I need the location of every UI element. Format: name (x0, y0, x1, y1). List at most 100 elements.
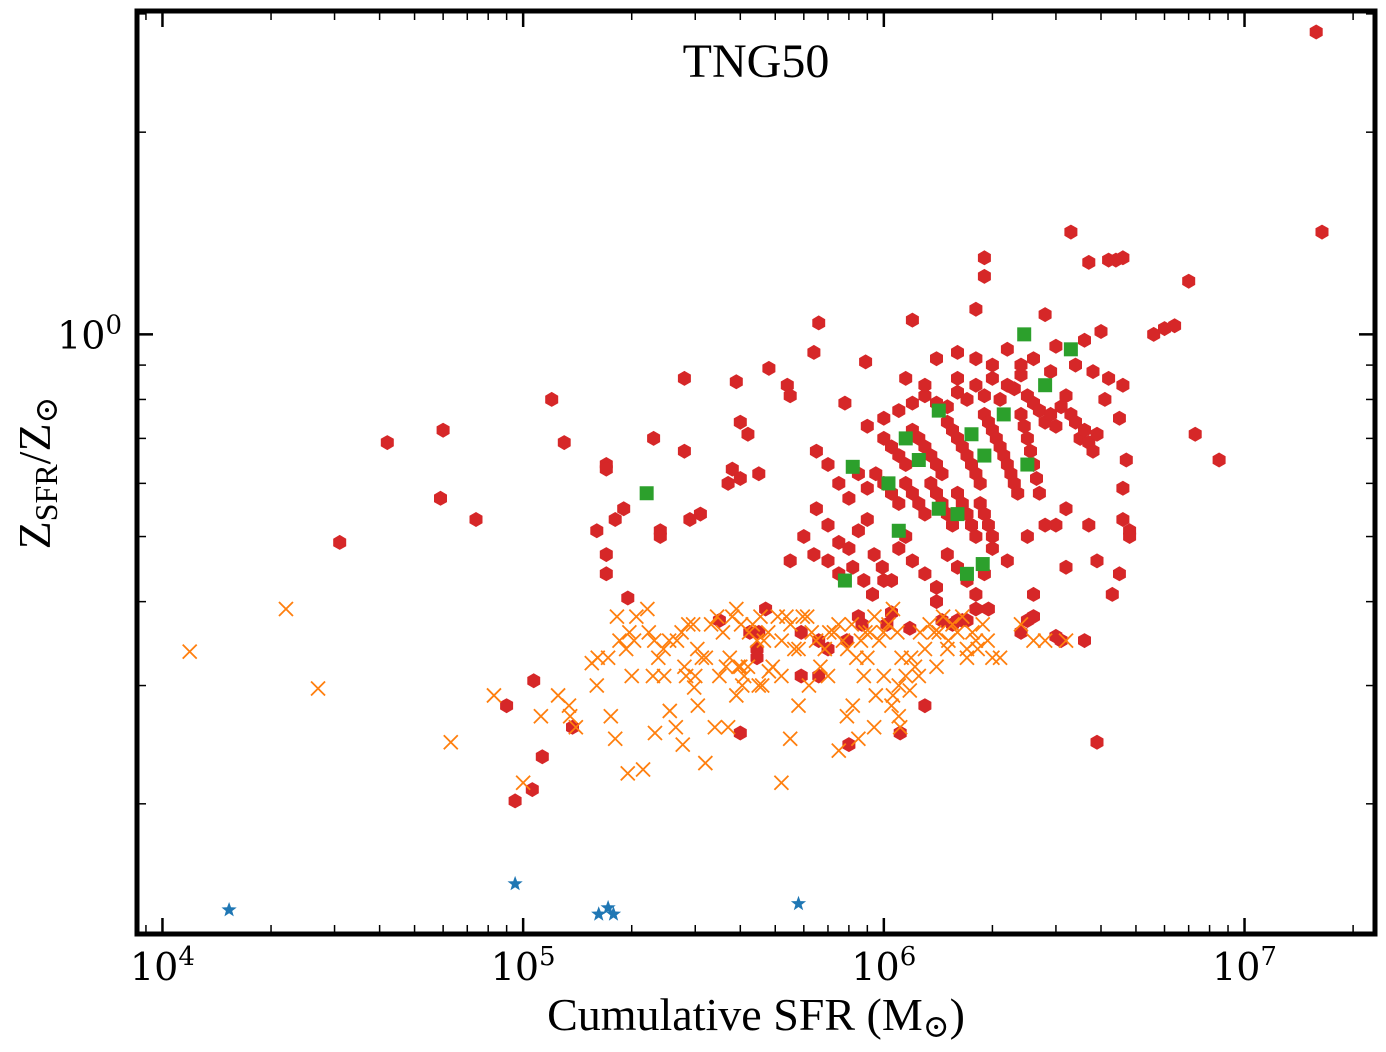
y-axis-label: ZSFR​/Z⊙​ (9, 397, 64, 550)
hexagon-point (621, 590, 635, 606)
x-point (875, 624, 892, 641)
hexagon-point (1059, 388, 1073, 404)
x-point (603, 708, 619, 724)
hexagon-point (973, 475, 987, 491)
x-point (690, 698, 706, 714)
x-point (830, 616, 847, 633)
x-point (885, 601, 901, 617)
x-point (949, 624, 966, 641)
hexagon-point (807, 547, 821, 563)
hexagon-point (842, 541, 856, 556)
x-tick-label: 105 (491, 942, 556, 989)
hexagon-point (832, 475, 846, 491)
x-point (799, 608, 815, 625)
hexagon-point (969, 529, 983, 544)
star-point (221, 902, 237, 917)
hexagon-point (1147, 326, 1161, 342)
hexagon-point (1113, 566, 1126, 582)
hexagon-point (1116, 250, 1130, 266)
x-point (443, 734, 459, 750)
hexagon-point (977, 250, 991, 266)
hexagon-point (741, 426, 755, 442)
x-point (734, 677, 750, 694)
hexagon-point (930, 579, 943, 595)
star-point (600, 899, 616, 915)
hexagon-point (859, 354, 873, 370)
x-point (911, 668, 927, 684)
hexagon-point (1315, 224, 1329, 240)
x-point (931, 624, 947, 641)
x-point (964, 624, 981, 641)
hexagon-point (985, 541, 999, 556)
hexagon-point (1049, 517, 1063, 533)
star-point (591, 906, 607, 921)
hexagon-point (866, 586, 879, 602)
hexagon-point (1014, 624, 1028, 640)
hexagon-point (599, 461, 613, 477)
x-point (817, 641, 833, 657)
x-point (182, 643, 198, 660)
hexagon-point (892, 541, 906, 556)
hexagon-point (930, 485, 943, 501)
x-point (685, 616, 701, 633)
x-point (778, 608, 795, 625)
hexagon-point (469, 512, 483, 527)
hexagon-point (1113, 410, 1126, 426)
hexagon-point (946, 517, 959, 533)
x-point (707, 719, 723, 735)
hexagon-point (1032, 403, 1046, 419)
hexagon-point (930, 351, 943, 367)
x-point (859, 650, 875, 666)
x-point (669, 632, 685, 649)
hexagon-point (892, 496, 906, 511)
hexagon-point (1014, 367, 1028, 383)
x-point (732, 659, 748, 675)
hexagon-point (969, 601, 983, 617)
hexagon-point (599, 566, 613, 582)
x-point (839, 708, 855, 724)
hexagon-point (930, 594, 943, 610)
x-point (751, 677, 767, 694)
hexagon-point (877, 410, 891, 426)
hexagon-point (797, 529, 811, 544)
hexagon-point (333, 534, 347, 550)
hexagon-point (1038, 517, 1052, 533)
hexagon-point (1044, 406, 1058, 422)
hexagon-point (993, 391, 1007, 407)
hexagon-point (1027, 351, 1040, 367)
x-point (703, 616, 719, 633)
hexagon-point (721, 475, 735, 491)
hexagon-point (693, 506, 707, 522)
hexagon-point (1105, 586, 1119, 602)
hexagon-point (1309, 24, 1323, 40)
hexagon-point (903, 620, 917, 636)
x-point (680, 616, 696, 633)
hexagon-point (794, 668, 808, 684)
hexagon-point (821, 457, 835, 472)
hexagon-point (821, 553, 835, 569)
x-point (600, 650, 616, 666)
hexagon-point (985, 357, 999, 373)
hexagon-point (794, 624, 808, 640)
hexagon-point (1082, 254, 1096, 270)
plot-frame (134, 8, 1378, 937)
hexagon-point (545, 391, 559, 407)
x-point (968, 632, 984, 649)
x-point (980, 632, 996, 649)
hexagon-point (683, 512, 697, 527)
hexagon-point (535, 749, 549, 765)
x-point (626, 632, 642, 649)
x-point (892, 719, 908, 735)
hexagon-point (1116, 480, 1130, 496)
hexagon-point (985, 529, 999, 544)
x-point (889, 624, 905, 641)
square-point (996, 407, 1011, 422)
hexagon-point (1098, 391, 1112, 407)
x-point (831, 743, 847, 759)
x-point (752, 608, 769, 625)
hexagon-point (918, 388, 932, 404)
square-point (1017, 327, 1032, 342)
hexagon-point (525, 782, 539, 798)
x-point (1058, 632, 1074, 649)
